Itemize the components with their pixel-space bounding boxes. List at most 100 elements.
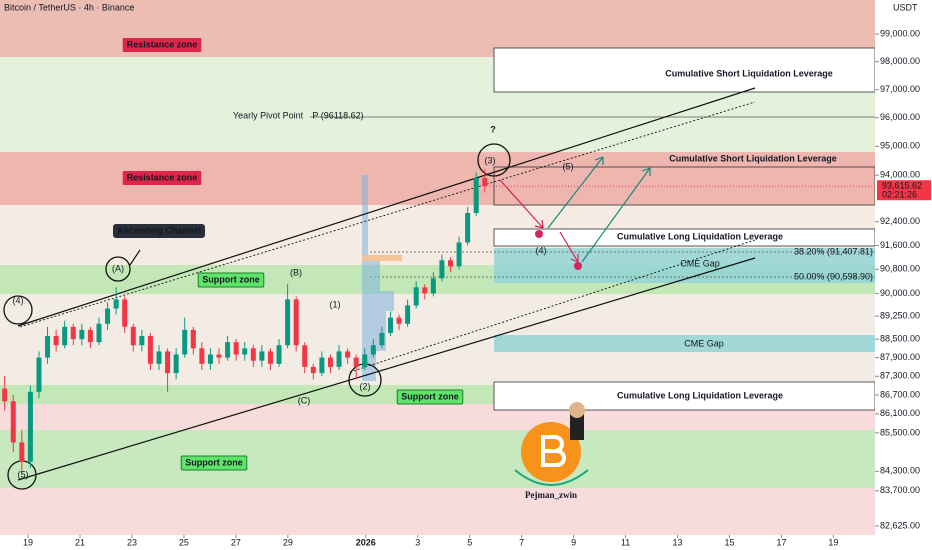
label-box (112, 224, 206, 238)
y-tick-label: 84,300.00 (880, 466, 920, 476)
candle-body (62, 326, 68, 346)
annotation: P (96118.62) (312, 110, 363, 120)
wave-label: (4) (536, 245, 547, 255)
candle-body (139, 336, 145, 346)
y-tick-label: 99,000.00 (880, 29, 920, 39)
y-tick-label: 94,000.00 (880, 169, 920, 179)
annotation: Cumulative Short Liquidation Leverage (665, 68, 833, 78)
wave-label: (2) (360, 381, 371, 391)
y-tick-label: 96,000.00 (880, 112, 920, 122)
candle-body (147, 336, 153, 364)
candle-body (207, 354, 213, 364)
annotation: Support zone (185, 457, 243, 467)
wave-label: (3) (485, 155, 496, 165)
candle-body (362, 354, 368, 367)
candle-body (370, 345, 376, 355)
price-axis (875, 0, 932, 550)
candle-body (319, 357, 325, 374)
y-tick-label: 83,700.00 (880, 485, 920, 495)
annotation: Cumulative Long Liquidation Leverage (617, 231, 783, 241)
price-tag (877, 180, 931, 201)
candle-body (439, 260, 445, 279)
candle-body (10, 401, 16, 443)
candle-body (353, 357, 359, 367)
channel-mid (19, 101, 756, 328)
candle-body (465, 212, 471, 243)
candle-body (113, 299, 119, 309)
zone (0, 487, 875, 535)
callout-line (129, 249, 141, 266)
y-tick-label: 87,300.00 (880, 371, 920, 381)
candle-body (276, 345, 282, 364)
avatar (570, 410, 584, 440)
wave-label: (A) (112, 263, 124, 273)
candle-body (285, 299, 291, 346)
x-tick-label: 27 (231, 537, 241, 547)
label-box (396, 389, 464, 405)
y-tick-label: 98,000.00 (880, 56, 920, 66)
candle-body (87, 329, 93, 343)
candle-body (36, 357, 42, 392)
target-dot (574, 262, 582, 270)
annotation: Support zone (401, 391, 459, 401)
candle-body (405, 305, 411, 324)
candle-body (130, 326, 136, 346)
wave-label: (1) (330, 299, 341, 309)
wave-label: (5) (18, 469, 29, 479)
candle-body (379, 332, 385, 346)
channel-line (17, 87, 756, 327)
y-tick-label: 97,000.00 (880, 84, 920, 94)
candle-body (473, 177, 479, 213)
y-tick-label: 92,400.00 (880, 216, 920, 226)
x-tick-label: 23 (127, 537, 137, 547)
candle-body (413, 287, 419, 306)
candle-body (96, 323, 102, 343)
candle-body (233, 342, 239, 355)
y-tick-label: 85,500.00 (880, 427, 920, 437)
y-tick-label: 95,000.00 (880, 141, 920, 151)
annotation: Resistance zone (127, 172, 198, 182)
label-box (122, 171, 202, 185)
y-tick-label: 86,100.00 (880, 408, 920, 418)
x-tick-label: 11 (621, 537, 630, 547)
candle-body (447, 260, 453, 267)
x-tick-label: 9 (571, 537, 576, 547)
annotation: CME Gap (680, 258, 720, 268)
bitcoin-symbol (541, 435, 566, 467)
target-dot (535, 230, 543, 238)
candle-body (396, 317, 402, 324)
annotation: Ascending Channel (117, 225, 201, 235)
wave-label: (B) (290, 267, 302, 277)
candle-body (216, 354, 222, 358)
y-tick-label: 91,600.00 (880, 240, 920, 250)
annotation: Pejman_zwin (525, 490, 577, 500)
annotation: 38.20% (91,407.81) (794, 246, 873, 256)
x-tick-label: 5 (467, 537, 472, 547)
annotation: CME Gap (684, 338, 724, 348)
x-tick-label: 15 (725, 537, 735, 547)
candle-body (70, 326, 76, 340)
annotation: Cumulative Short Liquidation Leverage (669, 153, 837, 163)
y-tick-label: 89,250.00 (880, 311, 920, 321)
candle-body (173, 354, 179, 374)
candle-body (430, 278, 436, 294)
candle-body (336, 351, 342, 367)
candle-body (225, 342, 231, 358)
annotation: 50.00% (90,598.90) (794, 271, 873, 281)
candle-body (122, 299, 128, 327)
currency-label: USDT (893, 2, 918, 12)
candle-body (310, 366, 316, 374)
wave-label: (4) (13, 295, 24, 305)
cme-gap-box (494, 335, 875, 352)
candle-body (27, 391, 33, 462)
candle-body (79, 329, 85, 340)
label-box (180, 455, 248, 471)
avatar-head (569, 402, 585, 418)
candle-body (422, 287, 428, 294)
candle-body (2, 388, 8, 402)
candle-body (45, 336, 51, 358)
annotation: Yearly Pivot Point (233, 110, 304, 120)
label-box (197, 272, 265, 288)
drawings (3, 47, 876, 490)
